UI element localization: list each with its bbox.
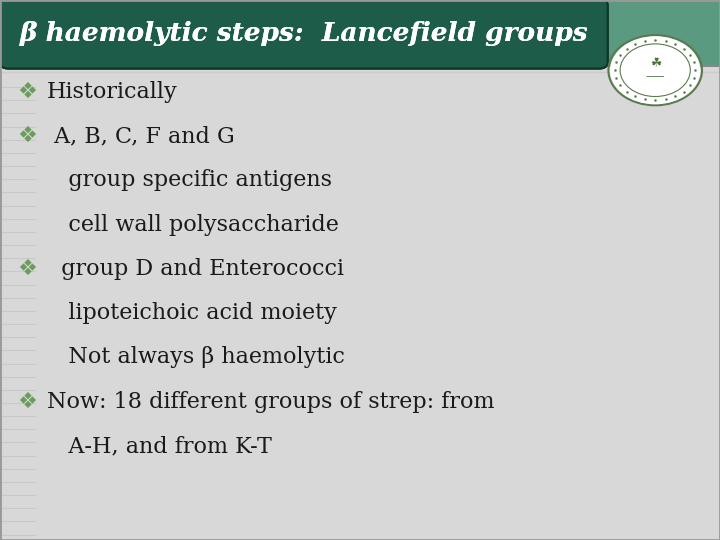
Text: ❖: ❖ (17, 392, 37, 412)
Text: Now: 18 different groups of strep: from: Now: 18 different groups of strep: from (47, 391, 495, 413)
Text: group specific antigens: group specific antigens (47, 170, 332, 191)
Text: β haemolytic steps:  Lancefield groups: β haemolytic steps: Lancefield groups (19, 21, 588, 46)
Text: lipoteichoic acid moiety: lipoteichoic acid moiety (47, 302, 337, 324)
Text: A-H, and from K-T: A-H, and from K-T (47, 435, 271, 457)
Text: A, B, C, F and G: A, B, C, F and G (47, 125, 235, 147)
Text: group D and Enterococci: group D and Enterococci (47, 258, 344, 280)
FancyBboxPatch shape (0, 0, 608, 69)
Text: ——: —— (645, 71, 665, 80)
Text: ❖: ❖ (17, 82, 37, 102)
Text: β haemolytic steps:  Lancefield groups: β haemolytic steps: Lancefield groups (19, 21, 588, 46)
Circle shape (611, 37, 700, 104)
Text: cell wall polysaccharide: cell wall polysaccharide (47, 214, 338, 235)
Bar (0, 0, 720, 65)
Text: ❖: ❖ (17, 126, 37, 146)
Text: ❖: ❖ (17, 259, 37, 279)
FancyBboxPatch shape (0, 0, 608, 69)
Text: Historically: Historically (47, 81, 178, 103)
Text: Not always β haemolytic: Not always β haemolytic (47, 347, 345, 368)
Text: ☘: ☘ (649, 57, 661, 70)
